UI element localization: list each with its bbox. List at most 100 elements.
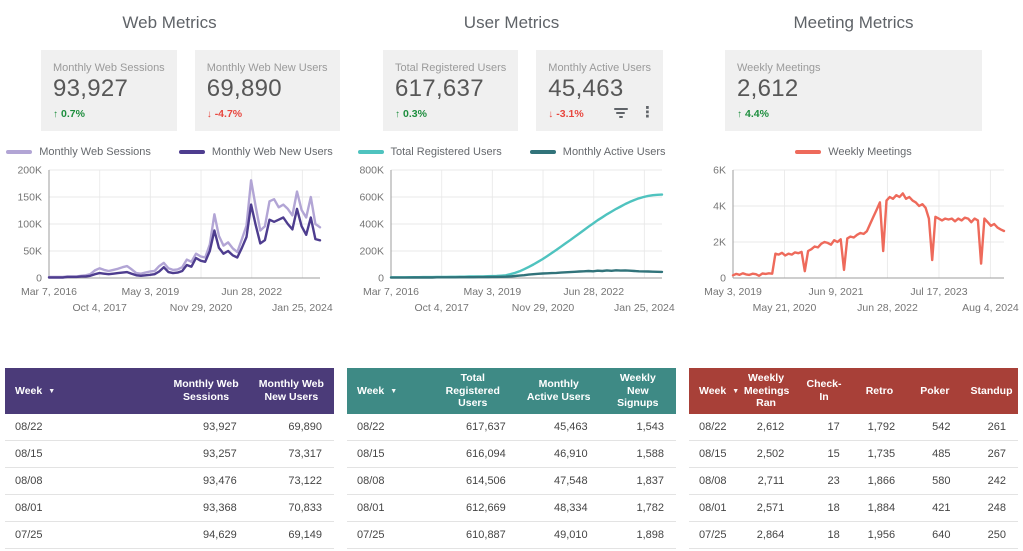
value-cell: 242: [962, 467, 1018, 495]
x-axis-tick-label: Aug 4, 2024: [962, 302, 1019, 314]
column-header-label: Total Registered Users: [445, 372, 500, 410]
table-row: 08/15 93,257 73,317: [5, 440, 334, 468]
legend-swatch: [6, 150, 33, 154]
table-row: 08/22 93,927 69,890: [5, 414, 334, 441]
series-line: [389, 193, 664, 279]
legend-item: Monthly Web New Users: [178, 146, 333, 158]
week-cell: 08/15: [347, 440, 428, 468]
legend-swatch: [795, 150, 822, 154]
column-header[interactable]: Check-In: [796, 368, 852, 414]
filter-icon[interactable]: [613, 108, 629, 118]
legend-item: Monthly Web Sessions: [6, 146, 151, 158]
column-header[interactable]: Monthly Active Users: [517, 368, 600, 414]
column-header[interactable]: Monthly Web Sessions: [163, 368, 249, 414]
column-header[interactable]: Total Registered Users: [427, 368, 518, 414]
scorecard-monthly-web-sessions: Monthly Web Sessions 93,927 0.7%: [41, 50, 177, 131]
value-cell: 617,637: [427, 414, 518, 441]
web-timeseries-chart[interactable]: Mar 7, 2016 Oct 4, 2017 May 3, 2019 Nov 29,…: [5, 162, 335, 322]
value-cell: 1,543: [599, 414, 676, 441]
scorecard-label: Weekly Meetings: [737, 62, 821, 74]
more-options-icon[interactable]: [640, 105, 655, 121]
scorecard-label: Total Registered Users: [395, 62, 507, 74]
y-axis-tick-label: 600K: [359, 192, 384, 204]
table-row: 08/08 614,506 47,548 1,837: [347, 467, 676, 495]
card-hover-controls: [613, 105, 655, 121]
value-cell: 1,782: [599, 494, 676, 522]
column-header-label: Weekly New Signups: [617, 372, 659, 410]
series-line: [47, 203, 322, 279]
table-row: 08/22 617,637 45,463 1,543: [347, 414, 676, 441]
value-cell: 485: [907, 440, 963, 468]
column-header[interactable]: Retro: [851, 368, 908, 414]
table-header-row: Week Monthly Web Sessions Monthly Web New …: [5, 368, 334, 414]
value-cell: 69,890: [248, 414, 334, 441]
scorecard-delta: 4.4%: [737, 108, 970, 120]
x-axis-tick-label: May 3, 2019: [704, 286, 762, 298]
value-cell: 250: [962, 521, 1018, 549]
scorecard-monthly-active-users: Monthly Active Users 45,463 -3.1%: [536, 50, 663, 131]
table-row: 07/25 94,629 69,149: [5, 521, 334, 549]
table-row: 08/01 93,368 70,833: [5, 494, 334, 522]
trend-down-icon: [207, 109, 212, 120]
web-metrics-table: Week Monthly Web Sessions Monthly Web New …: [5, 368, 334, 549]
user-timeseries-chart[interactable]: Mar 7, 2016 Oct 4, 2017 May 3, 2019 Nov 29,…: [347, 162, 677, 322]
scorecard-value: 93,927: [53, 75, 129, 102]
y-axis-tick-label: 0: [36, 273, 42, 285]
scorecard-delta: 0.7%: [53, 108, 165, 120]
meeting-timeseries-chart[interactable]: May 3, 2019 May 21, 2020 Jun 9, 2021 Jun 28…: [689, 162, 1019, 322]
week-cell: 07/25: [347, 521, 428, 549]
meeting-metrics-table: Week Weekly Meetings Ran Check-In Retro Poke…: [689, 368, 1018, 549]
scorecard-label: Monthly Active Users: [548, 62, 651, 74]
column-header[interactable]: Standup: [962, 368, 1018, 414]
week-cell: 08/15: [5, 440, 164, 468]
scorecard-delta: -3.1%: [548, 108, 651, 120]
legend-item: Weekly Meetings: [795, 146, 912, 158]
legend-label: Monthly Web Sessions: [39, 146, 151, 158]
value-cell: 612,669: [427, 494, 518, 522]
y-axis-tick-label: 200K: [17, 165, 42, 177]
column-header-label: Monthly Web Sessions: [173, 378, 239, 403]
y-axis-tick-label: 4K: [713, 201, 726, 213]
x-axis-tick-label: Jan 25, 2024: [614, 302, 675, 314]
column-header-week[interactable]: Week: [689, 368, 739, 414]
x-axis-tick-label: Jun 28, 2022: [563, 286, 624, 298]
week-cell: 08/08: [5, 467, 164, 495]
delta-value: -4.7%: [214, 108, 243, 120]
x-axis-tick-label: Nov 29, 2020: [512, 302, 575, 314]
x-axis-tick-label: Oct 4, 2017: [73, 302, 127, 314]
column-title-meeting: Meeting Metrics: [793, 13, 914, 32]
legend-swatch: [178, 150, 205, 154]
sort-arrow-icon: [42, 385, 55, 397]
column-header-week[interactable]: Week: [347, 368, 428, 414]
y-axis-tick-label: 150K: [17, 192, 42, 204]
value-cell: 45,463: [517, 414, 600, 441]
legend-label: Monthly Active Users: [562, 146, 666, 158]
sort-arrow-icon: [384, 385, 397, 397]
series-line: [47, 179, 322, 279]
delta-value: 4.4%: [745, 108, 769, 120]
value-cell: 248: [962, 494, 1018, 522]
column-header-week[interactable]: Week: [5, 368, 164, 414]
value-cell: 616,094: [427, 440, 518, 468]
value-cell: 1,735: [851, 440, 908, 468]
column-header-label: Poker: [920, 384, 950, 397]
x-axis-tick-label: Jun 28, 2022: [857, 302, 918, 314]
week-cell: 08/08: [347, 467, 428, 495]
column-header[interactable]: Monthly Web New Users: [248, 368, 334, 414]
column-header[interactable]: Weekly New Signups: [599, 368, 676, 414]
table-row: 08/15 2,502 15 1,735 485 267: [689, 440, 1018, 468]
table-row: 07/25 2,864 18 1,956 640 250: [689, 521, 1018, 549]
column-title-web: Web Metrics: [122, 13, 217, 32]
scorecard-weekly-meetings: Weekly Meetings 2,612 4.4%: [725, 50, 982, 131]
scorecard-label: Monthly Web Sessions: [53, 62, 165, 74]
delta-value: 0.3%: [403, 108, 427, 120]
value-cell: 1,956: [851, 521, 908, 549]
value-cell: 1,588: [599, 440, 676, 468]
week-cell: 08/01: [5, 494, 164, 522]
table-row: 08/01 612,669 48,334 1,782: [347, 494, 676, 522]
column-header[interactable]: Poker: [907, 368, 963, 414]
trend-down-icon: [548, 109, 553, 120]
series-line: [389, 269, 664, 279]
series-line: [731, 192, 1006, 278]
column-header[interactable]: Weekly Meetings Ran: [735, 368, 797, 414]
